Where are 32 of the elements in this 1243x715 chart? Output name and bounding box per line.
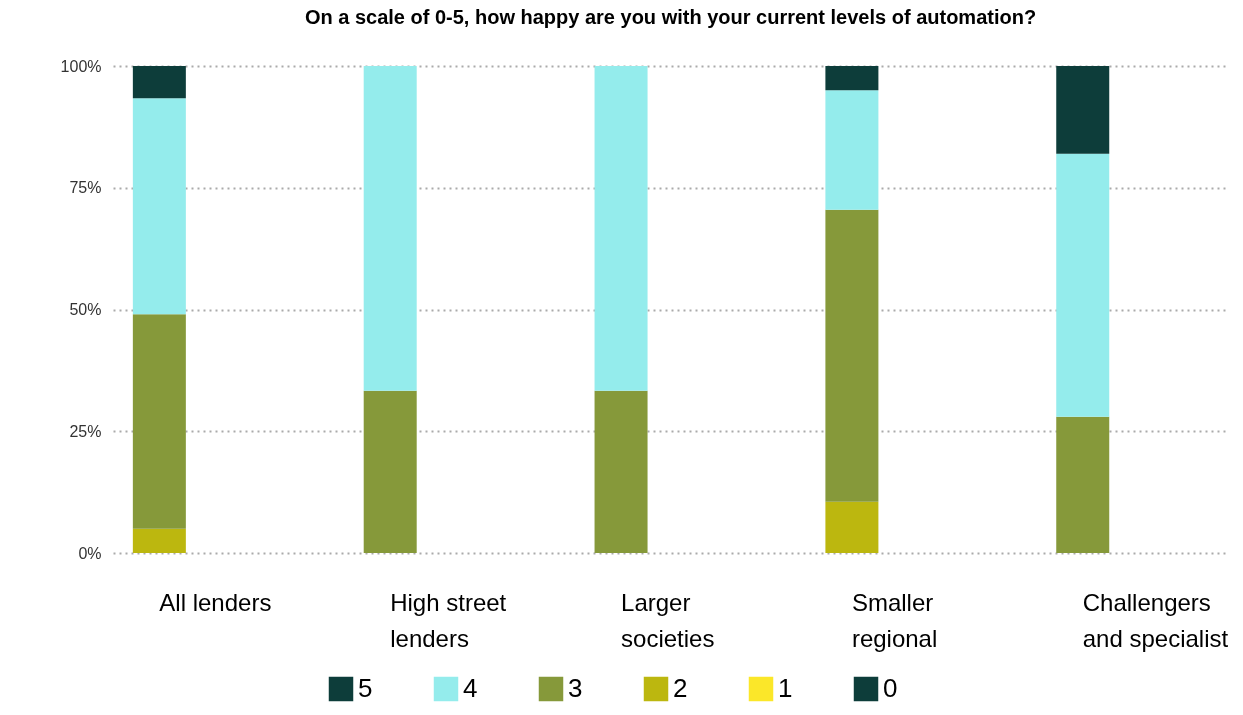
bar <box>825 90 879 210</box>
y-tick-label: 75% <box>69 179 102 197</box>
legend-label: 0 <box>883 673 898 703</box>
legend-label: 2 <box>673 673 688 703</box>
legend-label: 3 <box>568 673 583 703</box>
chart-title: On a scale of 0-5, how happy are you with your current levels of automation? <box>304 6 1037 28</box>
bar <box>1056 416 1110 553</box>
bar <box>1056 153 1110 417</box>
legend-label: 4 <box>463 673 478 703</box>
bar <box>825 501 879 553</box>
bar <box>825 66 879 91</box>
bar <box>825 209 879 502</box>
bar <box>363 66 417 391</box>
x-tick-label: Smaller regional <box>851 588 938 652</box>
x-tick-label: All lenders <box>159 588 272 616</box>
bar <box>594 390 648 553</box>
bar <box>132 66 186 99</box>
legend-label: 1 <box>778 673 793 703</box>
bar <box>132 314 186 529</box>
bar <box>594 66 648 391</box>
x-tick-label: High street lenders <box>390 588 507 652</box>
bar <box>132 98 186 315</box>
x-tick-label: Larger societies <box>621 588 715 652</box>
bar <box>1056 66 1110 154</box>
bar <box>132 528 186 553</box>
bar <box>363 390 417 553</box>
y-tick-label: 100% <box>60 57 102 75</box>
legend-label: 5 <box>358 673 373 703</box>
y-tick-label: 0% <box>78 544 102 562</box>
y-tick-label: 25% <box>69 422 102 440</box>
x-tick-label: Challengers and specialist <box>1082 588 1229 652</box>
y-tick-label: 50% <box>69 301 102 318</box>
